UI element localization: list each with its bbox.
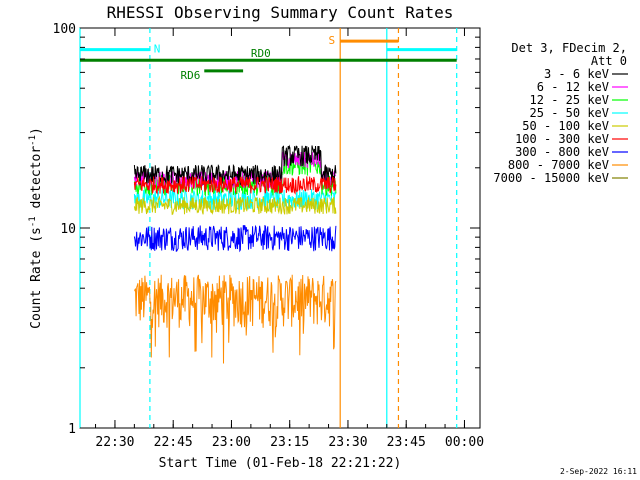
flag-label-2: RD0 <box>251 47 271 60</box>
flag-label-3: RD6 <box>181 69 201 82</box>
series-line-4 <box>133 195 337 216</box>
y-tick-label-0: 1 <box>68 422 76 437</box>
legend-label-2: 12 - 25 keV <box>530 93 609 107</box>
x-tick-label-2: 23:00 <box>212 435 251 450</box>
series-line-7 <box>133 274 337 364</box>
plot-frame <box>79 27 481 429</box>
legend-label-1: 6 - 12 keV <box>537 80 609 94</box>
count-rate-series <box>133 144 337 364</box>
y-axis-label-end: ) <box>29 127 44 135</box>
legend-header-line2: Att 0 <box>591 54 627 68</box>
x-tick-label-0: 22:30 <box>95 435 134 450</box>
x-tick-label-3: 23:15 <box>270 435 309 450</box>
y-axis-label-mid: detector <box>29 146 44 217</box>
status-flags: N S RD0 RD6 <box>80 34 457 82</box>
x-tick-label-4: 23:30 <box>328 435 367 450</box>
axes-ticks: 1 10 100 22:30 22:45 23:00 23:15 23:30 23:45 00:0… <box>53 22 485 450</box>
y-axis-label-sup2: -1 <box>28 135 38 146</box>
legend-label-8: 7000 - 15000 keV <box>493 171 609 185</box>
x-tick-label-6: 00:00 <box>445 435 484 450</box>
legend-label-0: 3 - 6 keV <box>544 67 609 81</box>
series-line-5 <box>133 176 337 195</box>
y-axis-label: Count Rate (s-1 detector-1) <box>28 127 44 329</box>
legend-label-5: 100 - 300 keV <box>515 132 609 146</box>
x-tick-label-1: 22:45 <box>154 435 193 450</box>
legend-label-4: 50 - 100 keV <box>522 119 609 133</box>
series-line-6 <box>133 224 337 253</box>
x-axis-label: Start Time (01-Feb-18 22:21:22) <box>159 456 402 471</box>
date-stamp: 2-Sep-2022 16:11 <box>560 467 637 476</box>
vertical-markers <box>79 28 458 428</box>
legend-label-6: 300 - 800 keV <box>515 145 609 159</box>
legend-label-3: 25 - 50 keV <box>530 106 609 120</box>
y-tick-label-1: 10 <box>60 222 76 237</box>
flag-label-1: S <box>329 34 336 47</box>
legend-header-line1: Det 3, FDecim 2, <box>511 41 627 55</box>
y-axis-label-sup1: -1 <box>28 216 38 227</box>
series-line-0 <box>133 144 337 186</box>
chart-title: RHESSI Observing Summary Count Rates <box>107 3 454 22</box>
flag-label-0: N <box>154 43 161 56</box>
legend-label-7: 800 - 7000 keV <box>508 158 609 172</box>
y-axis-label-main: Count Rate (s <box>29 227 44 329</box>
x-tick-label-5: 23:45 <box>387 435 426 450</box>
y-tick-label-2: 100 <box>53 22 76 37</box>
